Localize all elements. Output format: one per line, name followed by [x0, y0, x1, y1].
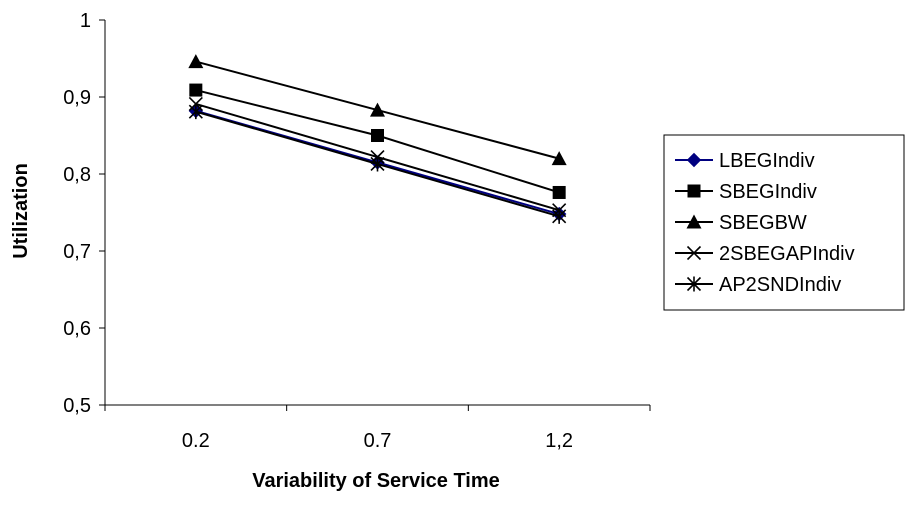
- legend-item: SBEGBW: [675, 212, 807, 234]
- legend: LBEGIndiv SBEGIndiv SBEGBW 2SBEGAPIndiv AP2S…: [663, 134, 905, 311]
- legend-marker: [686, 214, 702, 229]
- legend-label: SBEGIndiv: [719, 181, 817, 203]
- series-layer: [188, 54, 567, 224]
- y-tick-label: 0,9: [63, 87, 91, 109]
- x-tick-label: 1,2: [545, 430, 573, 452]
- y-tick-label: 0,5: [63, 395, 91, 417]
- legend-marker: [686, 152, 702, 168]
- legend-marker: [687, 184, 701, 198]
- legend-label: AP2SNDIndiv: [719, 274, 841, 296]
- series-SBEGIndiv: [189, 83, 566, 199]
- data-point: [371, 129, 384, 142]
- data-point: [551, 151, 567, 166]
- series-SBEGBW: [188, 54, 567, 166]
- series-AP2SNDIndiv: [188, 104, 567, 224]
- y-tick-label: 0,7: [63, 241, 91, 263]
- y-axis: 0,5 0,6 0,7 0,8 0,9 1: [63, 10, 106, 417]
- legend-marker: [686, 245, 702, 261]
- x-tick-label: 0.2: [182, 430, 210, 452]
- y-tick-label: 0,6: [63, 318, 91, 340]
- x-axis: 0.2 0.7 1,2: [104, 404, 651, 452]
- data-point: [370, 102, 385, 117]
- data-point: [188, 54, 204, 69]
- y-axis-title: Utilization: [10, 163, 32, 259]
- data-point: [552, 208, 567, 224]
- legend-label: 2SBEGAPIndiv: [719, 243, 855, 265]
- x-axis-title: Variability of Service Time: [252, 470, 500, 492]
- y-tick-label: 1: [80, 10, 91, 32]
- legend-item: AP2SNDIndiv: [675, 274, 841, 296]
- legend-marker: [686, 276, 702, 292]
- data-point: [189, 83, 203, 97]
- data-point: [552, 185, 566, 199]
- marker-stroke: [686, 245, 702, 261]
- legend-item: SBEGIndiv: [675, 181, 817, 203]
- legend-label: SBEGBW: [719, 212, 807, 234]
- legend-item: 2SBEGAPIndiv: [675, 243, 855, 265]
- legend-item: LBEGIndiv: [675, 150, 815, 172]
- legend-label: LBEGIndiv: [719, 150, 815, 172]
- y-tick-label: 0,8: [63, 164, 91, 186]
- data-point: [188, 104, 203, 120]
- x-tick-label: 0.7: [364, 430, 392, 452]
- data-point: [370, 156, 385, 172]
